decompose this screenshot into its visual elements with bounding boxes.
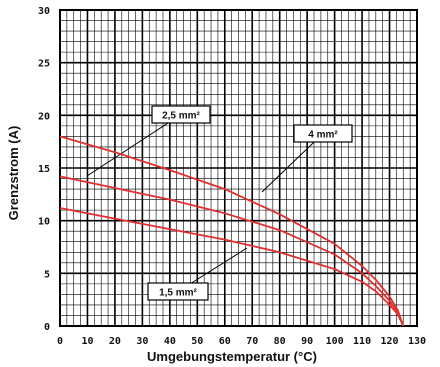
- series-label: 4 mm²: [308, 130, 338, 141]
- plot-frame: [59, 9, 418, 327]
- leader-line: [261, 133, 324, 193]
- leader-lines: [86, 114, 324, 292]
- y-tick-label: 15: [38, 164, 50, 175]
- series-label: 2,5 mm²: [162, 111, 200, 122]
- series-line: [59, 175, 405, 327]
- leader-line: [86, 114, 182, 177]
- tick-labels: 0 10 20 30 40 50 60 70 80 90 100 110 120 130 0 5 10 15 20 2…: [38, 6, 426, 347]
- series-labels: 4 mm² 2,5 mm² 1,5 mm²: [147, 105, 353, 301]
- series-label-box: [151, 105, 211, 124]
- series-line: [59, 207, 405, 327]
- x-tick-label: 60: [219, 336, 231, 347]
- x-tick-label: 130: [408, 336, 426, 347]
- series-label: 1,5 mm²: [159, 288, 197, 299]
- x-tick-label: 70: [246, 336, 258, 347]
- x-tick-label: 80: [274, 336, 286, 347]
- y-tick-label: 10: [38, 217, 50, 228]
- series-lines: [59, 135, 405, 327]
- x-tick-label: 40: [164, 336, 176, 347]
- y-tick-label: 20: [38, 111, 50, 122]
- series-label-box: [293, 124, 353, 143]
- x-axis-label: Umgebungstemperatur (°C): [147, 349, 317, 364]
- x-tick-label: 120: [381, 336, 399, 347]
- y-axis-label: Grenzstrom (A): [6, 126, 21, 221]
- series-label-box: [147, 282, 209, 301]
- x-tick-label: 90: [301, 336, 313, 347]
- x-tick-label: 110: [353, 336, 371, 347]
- x-tick-label: 20: [109, 336, 121, 347]
- grid: [59, 9, 418, 327]
- x-tick-label: 30: [136, 336, 148, 347]
- x-tick-label: 0: [57, 336, 63, 347]
- y-tick-label: 30: [38, 6, 50, 17]
- y-tick-label: 0: [44, 322, 50, 333]
- y-tick-label: 25: [38, 59, 50, 70]
- series-line: [59, 135, 405, 327]
- y-tick-label: 5: [44, 269, 50, 280]
- x-tick-label: 50: [191, 336, 203, 347]
- x-tick-label: 100: [326, 336, 344, 347]
- x-tick-label: 10: [81, 336, 93, 347]
